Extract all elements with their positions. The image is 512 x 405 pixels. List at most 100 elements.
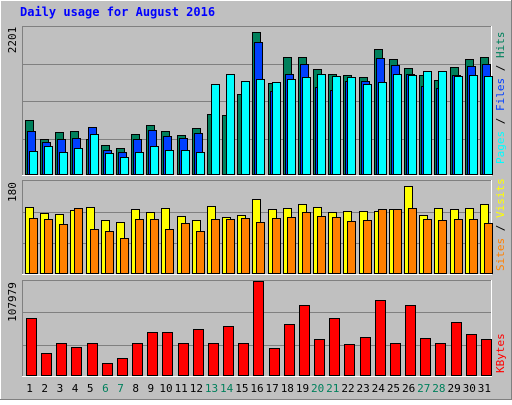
bar-kbytes-day-14: [223, 326, 234, 376]
bar-kbytes-day-16: [253, 281, 264, 376]
x-tick-label-day-29: 29: [447, 382, 460, 395]
bar-pages-day-15: [241, 81, 250, 175]
bar-sites-day-14: [226, 219, 235, 274]
bar-kbytes-day-7: [117, 358, 128, 376]
bar-kbytes-day-3: [56, 343, 67, 376]
bar-pages-day-4: [74, 148, 83, 175]
bar-kbytes-day-9: [147, 332, 158, 376]
bar-sites-day-5: [90, 229, 99, 274]
x-tick-label-day-7: 7: [117, 382, 124, 395]
legend-sites: Sites: [494, 238, 507, 271]
legend-separator: /: [494, 111, 507, 131]
bar-pages-day-11: [181, 150, 190, 175]
x-tick-label-day-27: 27: [417, 382, 430, 395]
legend-kbytes-label: KBytes: [494, 333, 507, 373]
bar-pages-day-29: [454, 76, 463, 175]
bar-kbytes-day-15: [238, 343, 249, 376]
bar-sites-day-11: [181, 223, 190, 274]
bar-kbytes-day-27: [420, 338, 431, 376]
y-max-label: 107979: [6, 282, 19, 322]
bar-sites-day-21: [332, 217, 341, 274]
y-max-label: 180: [6, 182, 19, 202]
x-tick-label-day-19: 19: [296, 382, 309, 395]
x-tick-label-day-6: 6: [102, 382, 109, 395]
bar-sites-day-28: [438, 220, 447, 274]
bar-kbytes-day-26: [405, 305, 416, 376]
bar-sites-day-27: [423, 219, 432, 274]
x-tick-label-day-9: 9: [148, 382, 155, 395]
bar-sites-day-7: [120, 238, 129, 274]
bar-sites-day-13: [211, 219, 220, 274]
chart-title: Daily usage for August 2016: [20, 5, 215, 19]
x-tick-label-day-21: 21: [326, 382, 339, 395]
bar-pages-day-10: [165, 150, 174, 175]
bar-kbytes-day-4: [71, 347, 82, 376]
bar-kbytes-day-11: [178, 343, 189, 376]
bar-pages-day-25: [393, 74, 402, 175]
bar-pages-day-14: [226, 74, 235, 175]
x-tick-label-day-26: 26: [402, 382, 415, 395]
x-tick-label-day-14: 14: [220, 382, 234, 395]
bar-pages-day-18: [287, 79, 296, 175]
x-tick-label-day-11: 11: [175, 382, 188, 395]
x-tick-label-day-5: 5: [87, 382, 94, 395]
bar-sites-day-8: [135, 219, 144, 274]
x-tick-label-day-12: 12: [190, 382, 203, 395]
bar-pages-day-20: [317, 74, 326, 175]
bar-pages-day-13: [211, 84, 220, 175]
x-tick-label-day-16: 16: [250, 382, 263, 395]
bar-sites-day-16: [256, 222, 265, 274]
bar-kbytes-day-10: [162, 332, 173, 376]
bar-sites-day-26: [408, 208, 417, 274]
bar-kbytes-day-12: [193, 329, 204, 376]
bar-pages-day-16: [256, 79, 265, 175]
legend-separator: /: [494, 58, 507, 78]
legend-files: Files: [494, 78, 507, 111]
bar-pages-day-3: [59, 152, 68, 175]
legend-text: Sites / Visits: [494, 178, 507, 271]
x-tick-label-day-3: 3: [57, 382, 64, 395]
x-tick-label-day-4: 4: [72, 382, 79, 395]
x-tick-label-day-22: 22: [341, 382, 354, 395]
y-max-label: 2201: [6, 27, 19, 54]
panel-kbytes: 107979 KBytes: [6, 280, 507, 377]
bar-sites-day-30: [469, 219, 478, 274]
bar-sites-day-18: [287, 217, 296, 274]
bar-sites-day-1: [29, 218, 38, 274]
bar-kbytes-day-22: [344, 344, 355, 376]
bar-pages-day-6: [105, 153, 114, 175]
bar-kbytes-day-28: [435, 343, 446, 376]
x-axis-labels: 1 2 3 4 5 6 7 8 9 10 11 12 13 14 15 16 17 18 19 20 21 22 23 24 2…: [26, 382, 491, 395]
bar-sites-day-4: [74, 208, 83, 274]
bar-kbytes-day-25: [390, 343, 401, 376]
bar-kbytes-day-20: [314, 339, 325, 376]
bar-kbytes-day-13: [208, 343, 219, 376]
bar-kbytes-day-5: [87, 343, 98, 376]
bar-sites-day-20: [317, 216, 326, 274]
bar-kbytes-day-30: [466, 334, 477, 376]
x-tick-label-day-20: 20: [311, 382, 324, 395]
x-tick-label-day-10: 10: [159, 382, 172, 395]
bar-kbytes-day-6: [102, 363, 113, 376]
bar-sites-day-6: [105, 231, 114, 274]
bar-pages-day-12: [196, 152, 205, 175]
x-tick-label-day-1: 1: [26, 382, 33, 395]
bar-pages-day-17: [272, 82, 281, 175]
bar-sites-day-15: [241, 218, 250, 274]
bar-sites-day-31: [484, 223, 493, 274]
legend-separator: /: [494, 218, 507, 238]
x-tick-label-day-2: 2: [41, 382, 48, 395]
bar-kbytes-day-31: [481, 339, 492, 376]
bar-kbytes-day-17: [269, 348, 280, 376]
bar-pages-day-8: [135, 152, 144, 175]
bar-pages-day-27: [423, 71, 432, 175]
bar-sites-day-19: [302, 212, 311, 274]
bar-sites-day-29: [454, 219, 463, 274]
bar-kbytes-day-19: [299, 305, 310, 376]
bar-pages-day-24: [378, 82, 387, 175]
bar-pages-day-21: [332, 76, 341, 175]
bar-kbytes-day-2: [41, 353, 52, 376]
x-tick-label-day-28: 28: [432, 382, 445, 395]
